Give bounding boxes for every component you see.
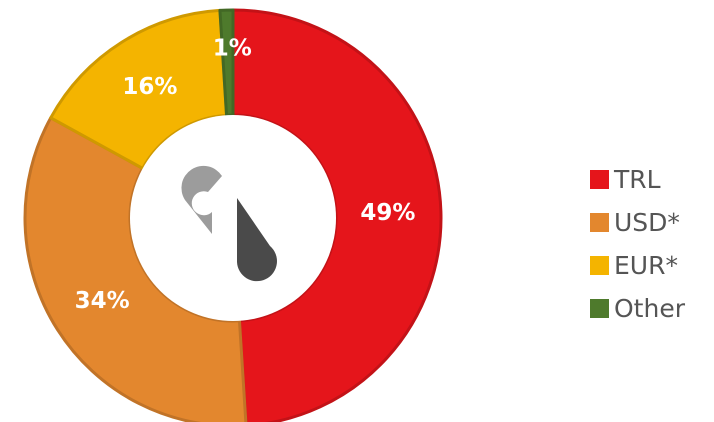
logo-icon	[181, 165, 277, 282]
slice-labels: 49% 34% 16% 1%	[75, 35, 416, 314]
legend-label-trl: TRL	[614, 165, 661, 194]
legend-label-other: Other	[614, 294, 685, 323]
slice-label-trl: 49%	[360, 200, 415, 226]
legend: TRL USD* EUR* Other	[590, 158, 685, 330]
legend-swatch-other	[590, 299, 609, 318]
donut-hole	[130, 115, 336, 321]
legend-item-usd: USD*	[590, 201, 685, 244]
donut-slices	[23, 8, 443, 422]
legend-swatch-eur	[590, 256, 609, 275]
slice-label-usd: 34%	[75, 288, 130, 314]
legend-label-eur: EUR*	[614, 251, 678, 280]
slice-label-eur: 16%	[122, 74, 177, 100]
legend-swatch-usd	[590, 213, 609, 232]
legend-item-trl: TRL	[590, 158, 685, 201]
slice-label-other: 1%	[213, 35, 252, 61]
legend-label-usd: USD*	[614, 208, 680, 237]
legend-item-other: Other	[590, 287, 685, 330]
legend-item-eur: EUR*	[590, 244, 685, 287]
legend-swatch-trl	[590, 170, 609, 189]
